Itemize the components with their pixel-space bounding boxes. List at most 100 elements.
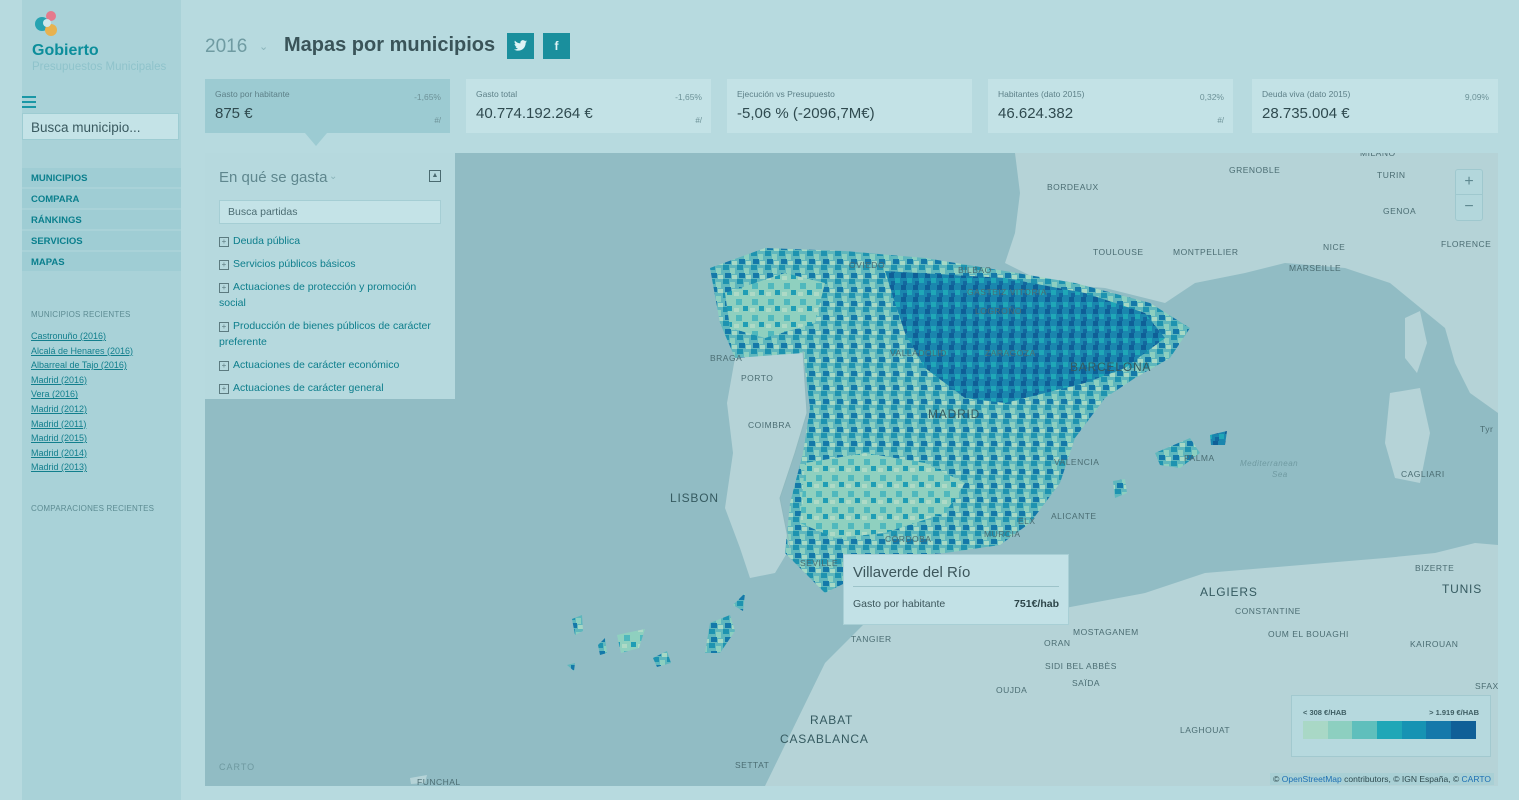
map-label: LISBON <box>670 491 719 505</box>
map-label: LAGHOUAT <box>1180 725 1231 735</box>
map-label: MONTPELLIER <box>1173 247 1239 257</box>
recent-link[interactable]: Madrid (2016) <box>31 374 88 385</box>
map-label: CASABLANCA <box>780 732 869 746</box>
brand-name[interactable]: Gobierto <box>32 42 99 59</box>
chevron-down-icon[interactable]: ⌄ <box>259 41 269 53</box>
map-label: GASTEIZ VITORIA <box>967 287 1048 297</box>
tooltip-divider <box>853 586 1059 587</box>
tree-item-servicios[interactable]: + Servicios públicos básicos <box>219 256 444 272</box>
zoom-out-button[interactable]: − <box>1456 194 1482 219</box>
twitter-icon <box>514 40 527 51</box>
twitter-share-button[interactable] <box>507 33 534 59</box>
expand-icon[interactable]: + <box>219 283 229 293</box>
recent-link[interactable]: Vera (2016) <box>31 389 79 400</box>
main-nav: MUNICIPIOS COMPARA RÁNKINGS SERVICIOS MA… <box>22 168 181 273</box>
recent-link[interactable]: Albarreal de Tajo (2016) <box>31 360 127 371</box>
map-label: TANGIER <box>851 634 892 644</box>
card-unit[interactable]: #/ <box>434 116 441 125</box>
municipality-search-input[interactable]: Busca municipio... <box>22 113 179 140</box>
map-label: SIDI BEL ABBÈS <box>1045 661 1117 671</box>
nav-item-servicios[interactable]: SERVICIOS <box>22 231 181 250</box>
card-value: 875 € <box>215 105 253 122</box>
map-label: ALICANTE <box>1051 511 1097 521</box>
tooltip-metric-value: 751€/hab <box>1014 598 1059 610</box>
map-label: GRENOBLE <box>1229 165 1281 175</box>
stat-card-gasto-total[interactable]: Gasto total -1,65% 40.774.192.264 € #/ <box>466 79 711 133</box>
tree-item-label[interactable]: Actuaciones de carácter económico <box>233 359 400 371</box>
chevron-down-icon[interactable]: ⌄ <box>329 171 338 182</box>
nav-item-rankings[interactable]: RÁNKINGS <box>22 210 181 229</box>
card-unit[interactable]: #/ <box>695 116 702 125</box>
zoom-in-button[interactable]: + <box>1464 173 1474 190</box>
collapse-icon[interactable]: ▲ <box>429 170 441 182</box>
tree-item-deuda[interactable]: + Deuda pública <box>219 233 444 249</box>
recent-link[interactable]: Madrid (2013) <box>31 462 88 473</box>
map-label: VALLADOLID <box>890 348 947 358</box>
stat-card-habitantes[interactable]: Habitantes (dato 2015) 0,32% 46.624.382 … <box>988 79 1233 133</box>
nav-item-municipios[interactable]: MUNICIPIOS <box>22 168 181 187</box>
facebook-share-button[interactable]: f <box>543 33 570 59</box>
nav-item-compara[interactable]: COMPARA <box>22 189 181 208</box>
map-label: OVIEDO <box>849 260 886 270</box>
attribution-prefix: © <box>1273 774 1282 784</box>
map-canvas[interactable] <box>205 153 1498 786</box>
expand-icon[interactable]: + <box>219 260 229 270</box>
tree-item-label[interactable]: Actuaciones de carácter general <box>233 382 384 394</box>
tree-item-label[interactable]: Deuda pública <box>233 235 301 247</box>
expand-icon[interactable]: + <box>219 361 229 371</box>
card-value: -5,06 % (-2096,7M€) <box>737 105 875 122</box>
year-selector[interactable]: 2016 <box>205 36 248 57</box>
tree-item-economico[interactable]: + Actuaciones de carácter económico <box>219 357 444 373</box>
menu-icon[interactable] <box>22 96 36 108</box>
tree-item-label[interactable]: Actuaciones de protección y promoción so… <box>219 281 417 309</box>
legend-color-scale <box>1303 721 1476 739</box>
osm-link[interactable]: OpenStreetMap <box>1281 774 1342 784</box>
expand-icon[interactable]: + <box>219 237 229 247</box>
tree-item-proteccion[interactable]: + Actuaciones de protección y promoción s… <box>219 279 444 311</box>
recent-link[interactable]: Castronuño (2016) <box>31 331 107 341</box>
tooltip-metric-label: Gasto por habitante <box>853 598 946 610</box>
stat-card-deuda-viva[interactable]: Deuda viva (dato 2015) 9,09% 28.735.004 … <box>1252 79 1498 133</box>
card-unit[interactable]: #/ <box>1217 116 1224 125</box>
gobierto-logo-icon[interactable] <box>32 8 60 38</box>
tree-item-general[interactable]: + Actuaciones de carácter general <box>219 380 444 396</box>
stat-card-gasto-por-habitante[interactable]: Gasto por habitante -1,65% 875 € #/ <box>205 79 450 133</box>
map-label: MILANO <box>1360 153 1396 158</box>
map-label: Tyr <box>1480 424 1494 434</box>
recent-municipalities-list: Castronuño (2016) Alcalá de Henares (201… <box>31 329 133 475</box>
tree-item-label[interactable]: Producción de bienes públicos de carácte… <box>219 320 431 348</box>
expand-icon[interactable]: + <box>219 322 229 332</box>
recent-link[interactable]: Madrid (2012) <box>31 403 88 414</box>
expand-icon[interactable]: + <box>219 384 229 394</box>
panel-title[interactable]: En qué se gasta <box>219 169 328 186</box>
map-label: MOSTAGANEM <box>1073 627 1139 637</box>
tree-item-bienes[interactable]: + Producción de bienes públicos de caráct… <box>219 318 444 350</box>
tree-item-label[interactable]: Servicios públicos básicos <box>233 258 356 270</box>
legend-swatch <box>1451 721 1476 739</box>
recent-link[interactable]: Alcalá de Henares (2016) <box>31 345 134 356</box>
legend-min-label: < 308 €/HAB <box>1303 708 1347 717</box>
legend-swatch <box>1352 721 1378 739</box>
card-value: 40.774.192.264 € <box>476 105 593 122</box>
nav-item-mapas[interactable]: MAPAS <box>22 252 181 271</box>
map-label: MADRID <box>928 407 981 421</box>
recent-link[interactable]: Madrid (2015) <box>31 433 88 444</box>
map-label: SEVILLE <box>800 558 838 568</box>
map-label: FLORENCE <box>1441 239 1492 249</box>
map-label: BRAGA <box>710 353 743 363</box>
recent-link[interactable]: Madrid (2011) <box>31 418 87 429</box>
partidas-search-input[interactable]: Busca partidas <box>219 200 441 224</box>
recent-link[interactable]: Madrid (2014) <box>31 447 88 458</box>
stat-card-ejecucion[interactable]: Ejecución vs Presupuesto -5,06 % (-2096,… <box>727 79 972 133</box>
map-label: PORTO <box>741 373 774 383</box>
carto-link[interactable]: CARTO <box>1461 774 1491 784</box>
carto-logo: CARTO <box>219 762 256 772</box>
map-label: MARSEILLE <box>1289 263 1342 273</box>
map-label: OUM EL BOUAGHI <box>1268 629 1349 639</box>
spending-filter-panel: En qué se gasta ⌄ ▲ Busca partidas + Deud… <box>205 153 455 399</box>
map-label: CAGLIARI <box>1401 469 1445 479</box>
map-label: LOGROÑO <box>975 306 1022 316</box>
card-value: 28.735.004 € <box>1262 105 1350 122</box>
card-label: Deuda viva (dato 2015) <box>1262 89 1351 99</box>
zoom-control: + − <box>1455 169 1483 221</box>
